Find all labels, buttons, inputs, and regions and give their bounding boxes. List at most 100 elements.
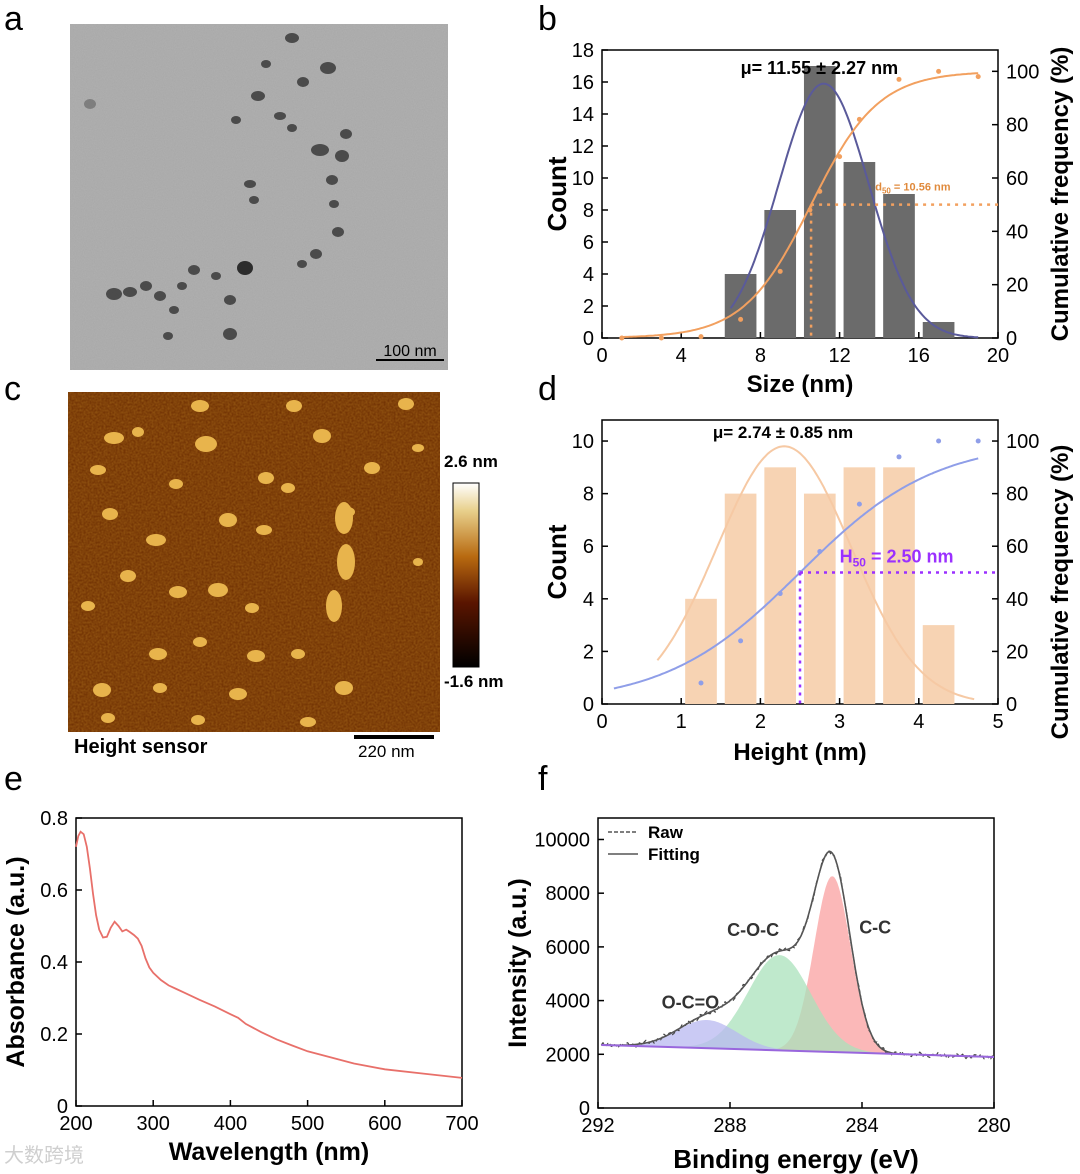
particle: [297, 260, 307, 268]
particle: [256, 525, 272, 535]
peak-label: C-O-C: [727, 920, 779, 940]
afm-scale-bar: [354, 735, 434, 739]
legend-fitting-label: Fitting: [648, 845, 700, 864]
y-tick-label: 0: [579, 1098, 590, 1120]
particle: [251, 91, 265, 101]
colorbar-min-label: -1.6 nm: [444, 672, 504, 691]
y2-tick-label: 40: [1006, 589, 1028, 611]
particle: [169, 586, 187, 598]
y2-tick-label: 0: [1006, 328, 1017, 350]
cumulative-point: [807, 207, 813, 213]
particle: [146, 534, 166, 546]
histogram-bar: [883, 467, 915, 704]
particle: [188, 265, 200, 275]
x-tick-label: 700: [445, 1113, 478, 1135]
y-tick-label: 0.4: [40, 952, 68, 974]
afm-image: [68, 392, 440, 732]
tem-scale-label: 100 nm: [383, 343, 436, 360]
histogram-bar: [724, 274, 757, 338]
panel-letter-c: c: [4, 370, 21, 408]
particle: [320, 62, 336, 74]
y-tick-label: 10: [572, 431, 594, 453]
particle: [332, 227, 344, 237]
afm-scale-label: 220 nm: [358, 742, 415, 761]
particle: [412, 444, 424, 452]
particle: [177, 282, 187, 290]
y-tick-label: 4: [583, 264, 594, 286]
cumulative-point: [777, 591, 783, 597]
y2-tick-label: 40: [1006, 221, 1028, 243]
y-tick-label: 10: [572, 168, 594, 190]
y2-axis-label: Cumulative frequency (%): [1047, 445, 1074, 740]
histogram-bar: [685, 598, 717, 704]
cumulative-fit-line: [613, 457, 979, 690]
tem-noise: [70, 24, 448, 370]
colorbar-max-label: 2.6 nm: [444, 452, 498, 471]
d50-symbol: d: [875, 182, 882, 194]
particle: [300, 717, 316, 727]
x-tick-label: 300: [137, 1113, 170, 1135]
plot-frame: [597, 817, 995, 1109]
cumulative-point: [619, 335, 625, 341]
panel-letter-a: a: [4, 0, 23, 38]
y-tick-label: 0: [583, 694, 594, 716]
particle: [310, 249, 322, 259]
particle: [329, 200, 339, 208]
particle: [120, 570, 136, 582]
watermark: 大数跨境: [4, 1143, 84, 1167]
particle: [231, 116, 241, 124]
peak-label: O-C=O: [662, 993, 720, 1013]
particle: [169, 306, 179, 314]
y-tick-label: 2: [583, 296, 594, 318]
panel-letter-f: f: [538, 760, 548, 798]
y-tick-label: 8: [583, 484, 594, 506]
cumulative-point: [817, 548, 823, 554]
afm-colorbar: [452, 482, 480, 668]
particle: [249, 196, 259, 204]
y-tick-label: 0.8: [40, 808, 68, 830]
cumulative-point: [837, 154, 843, 160]
y-axis-label: Intensity (a.u.): [504, 878, 532, 1047]
particle: [258, 472, 274, 484]
x-tick-label: 2: [755, 711, 766, 733]
gaussian-fit-line: [656, 445, 975, 701]
y2-tick-label: 60: [1006, 536, 1028, 558]
y-tick-label: 6: [583, 536, 594, 558]
particle: [123, 287, 137, 297]
particle: [247, 650, 265, 662]
particle: [337, 544, 355, 580]
y-tick-label: 10000: [534, 829, 590, 851]
y-tick-label: 2000: [546, 1044, 591, 1066]
x-axis-label: Wavelength (nm): [169, 1138, 369, 1166]
mean-annotation: μ= 2.74 ± 0.85 nm: [713, 423, 853, 442]
cumulative-point: [936, 68, 942, 74]
particle: [261, 60, 271, 68]
size-distribution-chart: 0 4 8 12 16 20024681012141618020406080100d50 …: [542, 40, 1074, 398]
particle: [154, 291, 166, 301]
histogram-bar: [724, 493, 757, 704]
y-tick-label: 2: [583, 641, 594, 663]
x-tick-label: 284: [845, 1115, 878, 1137]
y-tick-label: 0.2: [40, 1024, 68, 1046]
particle: [81, 601, 95, 611]
colorbar-gradient: [452, 482, 480, 668]
absorbance-line: [75, 830, 463, 1079]
histogram-bar: [843, 467, 876, 704]
x-axis-label: Height (nm): [733, 739, 866, 766]
d50-value: = 10.56 nm: [891, 182, 951, 194]
x-tick-label: 1: [676, 711, 687, 733]
particle: [335, 502, 353, 534]
h50-symbol: H: [840, 547, 853, 567]
particle: [398, 398, 414, 410]
particle: [237, 261, 253, 275]
h50-subscript: 50: [853, 556, 867, 570]
x-tick-label: 200: [59, 1113, 92, 1135]
cumulative-point: [975, 438, 981, 444]
particle: [84, 99, 96, 109]
particle: [102, 508, 118, 520]
histogram-bar: [803, 66, 836, 338]
particle: [413, 558, 423, 566]
cumulative-point: [856, 501, 862, 507]
gaussian-fit-line: [729, 82, 979, 339]
particle: [281, 483, 295, 493]
